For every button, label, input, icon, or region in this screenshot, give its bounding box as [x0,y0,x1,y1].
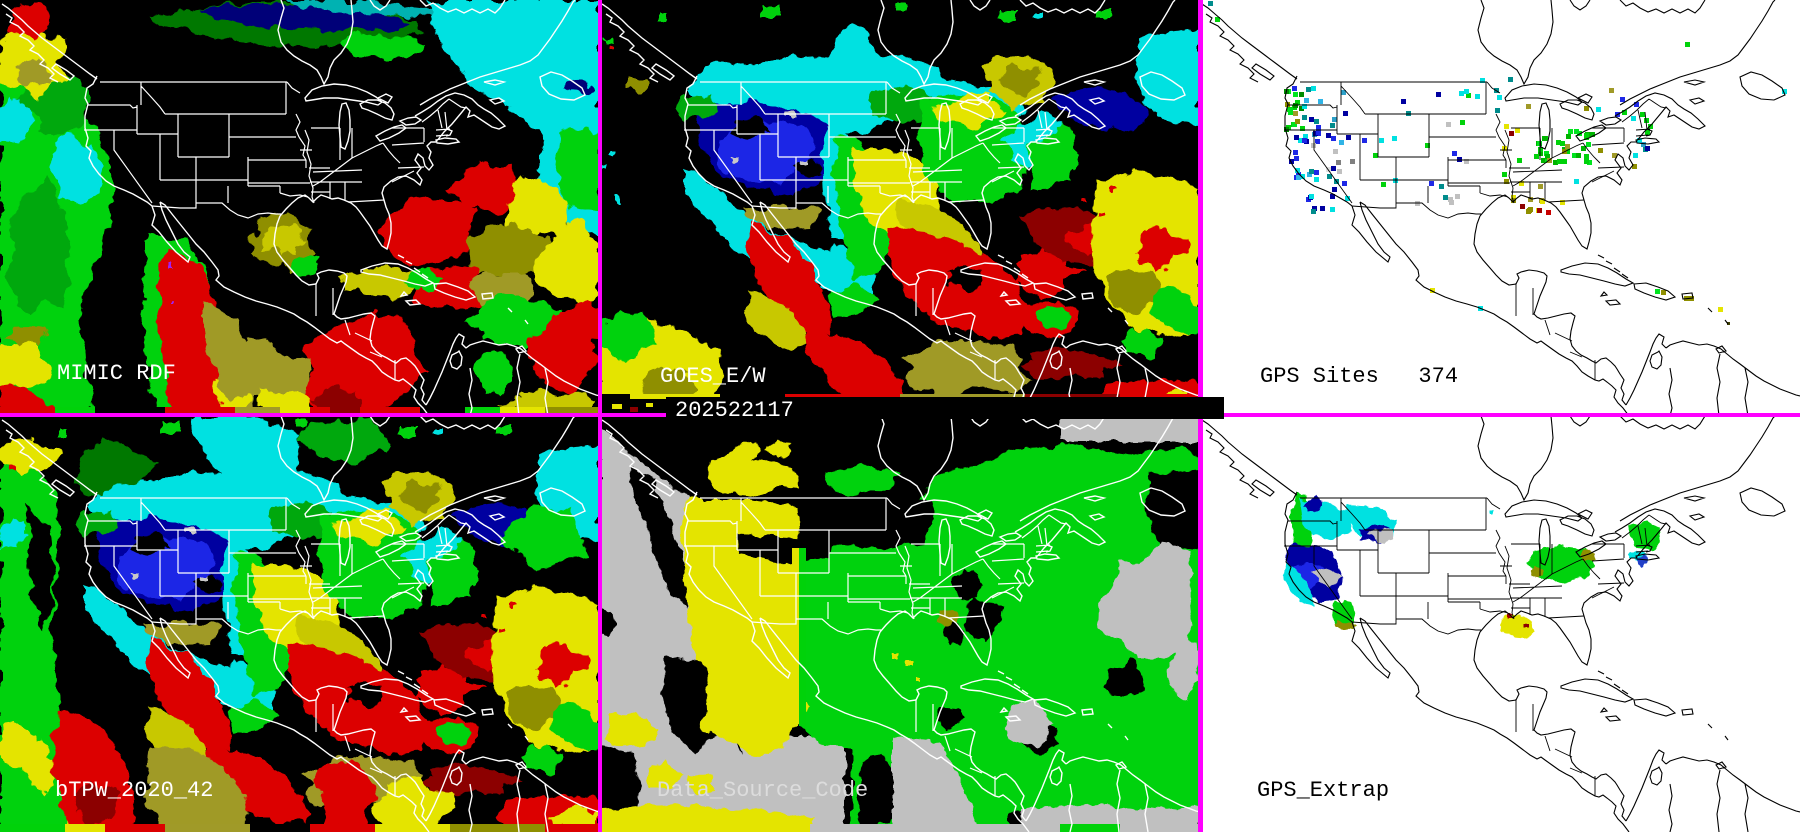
svg-text:Data_Source_Code: Data_Source_Code [657,778,868,803]
svg-text:bTPW_2020_42: bTPW_2020_42 [55,778,213,803]
svg-text:GPS_Extrap: GPS_Extrap [1257,778,1389,803]
svg-text:MIMIC RDF: MIMIC RDF [57,361,176,386]
svg-text:202522117: 202522117 [675,398,794,421]
svg-text:GPS Sites 374: GPS Sites 374 [1260,364,1458,389]
svg-text:GOES_E/W: GOES_E/W [660,364,766,389]
